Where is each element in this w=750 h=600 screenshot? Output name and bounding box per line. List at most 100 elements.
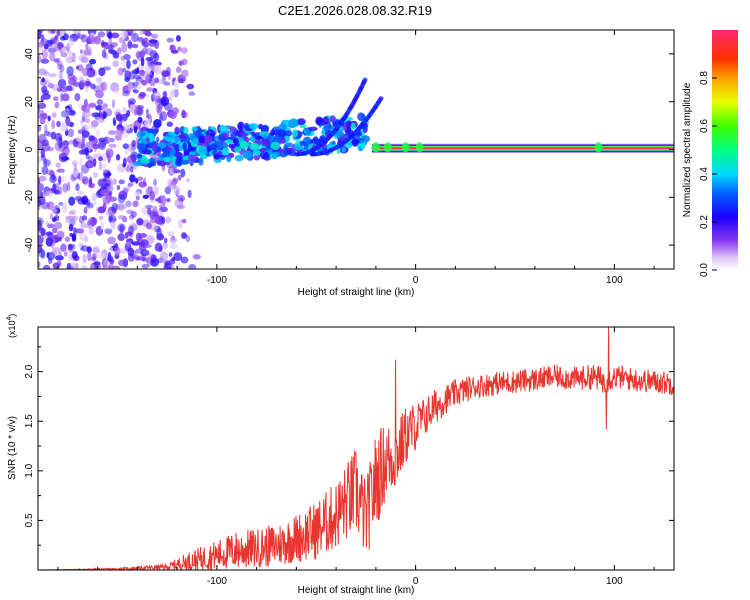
noise-speckle	[41, 49, 48, 60]
snr-frame	[37, 326, 675, 571]
noise-speckle	[43, 43, 49, 50]
noise-speckle	[140, 249, 150, 257]
band-blob	[219, 141, 228, 150]
noise-speckle	[141, 71, 150, 79]
band-blob	[260, 138, 271, 147]
noise-speckle	[89, 176, 93, 187]
noise-speckle	[147, 207, 152, 215]
noise-speckle	[58, 175, 62, 185]
noise-speckle	[38, 156, 42, 164]
noise-speckle	[110, 217, 117, 223]
noise-speckle	[188, 264, 197, 269]
noise-speckle	[131, 153, 137, 164]
noise-speckle	[80, 119, 84, 125]
band-blob	[250, 131, 256, 137]
noise-speckle	[57, 64, 62, 70]
noise-speckle	[60, 243, 67, 252]
colorbar-label: Normalized spectral amplitude	[682, 82, 693, 217]
noise-speckle	[85, 42, 89, 50]
noise-speckle	[54, 101, 60, 109]
noise-speckle	[146, 93, 150, 99]
band-blob	[198, 145, 208, 154]
noise-speckle	[186, 83, 195, 90]
noise-speckle	[66, 262, 72, 269]
noise-speckle	[98, 118, 105, 123]
spectrogram-y-axis-label: Frequency (Hz)	[7, 116, 18, 185]
noise-speckle	[175, 261, 181, 269]
y-tick-label: 0	[24, 146, 35, 152]
snr-x-ticks: -100 0 100	[57, 327, 655, 587]
noise-speckle	[180, 168, 186, 178]
noise-speckle	[169, 89, 176, 98]
noise-speckle	[93, 35, 101, 45]
noise-speckle	[81, 142, 86, 151]
noise-speckle	[187, 189, 192, 199]
band-blob	[140, 157, 150, 165]
snr-y-axis-label: SNR (10 * v/v)	[7, 416, 18, 480]
noise-speckle	[67, 128, 75, 138]
y-tick-label: -40	[24, 237, 35, 252]
noise-speckle	[58, 70, 63, 81]
noise-speckle	[155, 61, 162, 66]
band-blob	[162, 135, 172, 141]
noise-speckle	[41, 112, 48, 120]
band-blob	[136, 153, 143, 159]
noise-speckle	[43, 71, 51, 76]
noise-speckle	[71, 160, 78, 166]
noise-speckle	[90, 83, 96, 90]
noise-speckle	[60, 86, 69, 93]
noise-speckle	[135, 50, 142, 59]
noise-speckle	[146, 257, 152, 267]
band-blob	[341, 146, 346, 153]
noise-speckle	[55, 162, 61, 168]
noise-speckle	[63, 251, 68, 257]
noise-speckle	[115, 113, 123, 122]
band-blob	[192, 137, 199, 145]
svg-text:(x104): (x104)	[6, 314, 17, 338]
band-blob	[249, 136, 256, 142]
noise-speckle	[85, 87, 89, 93]
noise-speckle	[47, 115, 51, 122]
noise-speckle	[43, 264, 51, 269]
noise-speckle	[122, 143, 129, 150]
colorbar: 0.0 0.2 0.4 0.6 0.8 Normalized spectral ampl…	[682, 30, 738, 277]
noise-speckle	[122, 113, 128, 122]
band-blob	[346, 120, 351, 130]
noise-speckle	[156, 104, 162, 113]
noise-speckle	[128, 225, 134, 235]
noise-speckle	[122, 215, 128, 223]
band-blob	[198, 135, 206, 144]
noise-speckle	[58, 142, 63, 149]
noise-speckle	[110, 32, 120, 39]
noise-speckle	[38, 183, 45, 192]
noise-speckle	[41, 201, 50, 210]
noise-speckle	[181, 109, 186, 119]
noise-speckle	[107, 31, 113, 40]
noise-speckle	[117, 203, 125, 211]
noise-speckle	[100, 221, 104, 230]
band-blob	[234, 146, 242, 153]
noise-speckle	[144, 244, 152, 248]
noise-speckle	[153, 64, 162, 72]
noise-speckle	[144, 74, 149, 85]
x-tick-label: -100	[207, 576, 227, 587]
noise-speckle	[92, 171, 99, 178]
noise-speckle	[50, 131, 57, 140]
band-blob	[182, 136, 191, 143]
noise-speckle	[166, 121, 173, 127]
spectrogram-heatmap	[38, 30, 674, 269]
noise-speckle	[146, 87, 154, 92]
noise-speckle	[48, 73, 57, 78]
noise-speckle	[175, 66, 182, 74]
noise-speckle	[85, 118, 90, 124]
noise-speckle	[151, 33, 159, 39]
noise-speckle	[177, 174, 182, 181]
noise-speckle	[68, 223, 74, 232]
noise-speckle	[161, 195, 167, 206]
noise-speckle	[55, 255, 64, 261]
band-blob	[148, 161, 157, 167]
noise-speckle	[102, 202, 107, 212]
noise-speckle	[138, 36, 143, 42]
noise-speckle	[105, 210, 113, 217]
noise-speckle	[117, 233, 125, 242]
